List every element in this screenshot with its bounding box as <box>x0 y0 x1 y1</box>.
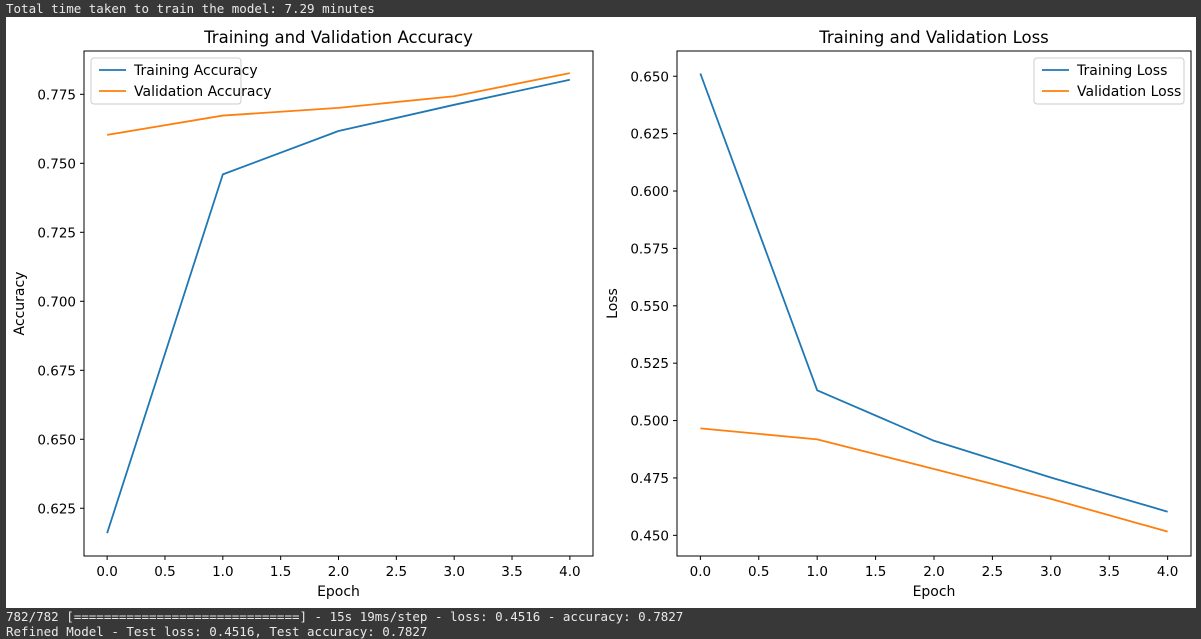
chart2-legend-entry: Training Loss <box>1076 63 1167 79</box>
chart1-x-tick-label: 0.0 <box>96 564 117 580</box>
chart1-frame <box>83 50 594 557</box>
chart2-y-tick-label: 0.500 <box>630 414 669 430</box>
chart2-x-tick-label: 4.0 <box>1157 564 1178 580</box>
chart2-x-tick-label: 1.0 <box>806 564 827 580</box>
console-result-line: Refined Model - Test loss: 0.4516, Test … <box>6 624 428 639</box>
chart1-y-tick-label: 0.700 <box>37 294 76 310</box>
chart2-legend-box <box>1033 57 1185 105</box>
chart2-x-axis-label: Epoch <box>913 584 956 600</box>
chart2-title: Training and Validation Loss <box>818 28 1049 47</box>
chart1-x-tick-label: 4.0 <box>559 564 580 580</box>
chart2-x-tick-label: 3.5 <box>1098 564 1119 580</box>
chart2-series-training-line <box>699 73 1168 513</box>
chart1-y-tick-label: 0.675 <box>37 363 76 379</box>
chart1-legend-box <box>90 57 242 105</box>
chart1-x-tick-label: 1.0 <box>212 564 233 580</box>
training-curves-figure: Training and Validation Accuracy 0.0 0.5 1.… <box>6 17 1196 608</box>
chart2-legend-entry: Validation Loss <box>1077 84 1181 100</box>
chart1-series-training-line <box>106 78 571 534</box>
chart2-y-tick-label: 0.625 <box>630 127 669 143</box>
chart1-title: Training and Validation Accuracy <box>203 28 473 47</box>
chart1-y-tick-label: 0.775 <box>37 87 76 103</box>
chart2-y-tick-label: 0.550 <box>630 299 669 315</box>
chart2-x-tick-label: 3.0 <box>1040 564 1061 580</box>
chart1-y-tick-label: 0.725 <box>37 225 76 241</box>
chart1-legend-entry: Validation Accuracy <box>134 84 272 100</box>
chart2-x-tick-label: 2.0 <box>923 564 944 580</box>
chart1-x-tick-label: 3.5 <box>501 564 522 580</box>
chart2-series-validation-line <box>700 427 1168 533</box>
console-header-line: Total time taken to train the model: 7.2… <box>6 1 375 16</box>
chart1-y-axis-label: Accuracy <box>12 272 28 336</box>
console-progress-line: 782/782 [==============================]… <box>6 609 684 624</box>
figure-canvas: Training and Validation Accuracy 0.0 0.5 1.… <box>12 28 1192 600</box>
chart2-frame <box>676 50 1192 557</box>
chart1-x-tick-label: 3.0 <box>443 564 464 580</box>
chart2-x-tick-label: 1.5 <box>865 564 886 580</box>
chart2-x-tick-label: 2.5 <box>982 564 1003 580</box>
chart1-x-tick-label: 0.5 <box>154 564 175 580</box>
chart2-y-tick-label: 0.450 <box>630 528 669 544</box>
chart1-axes: Training and Validation Accuracy 0.0 0.5 1.… <box>12 28 594 600</box>
chart2-legend: Training Loss Validation Loss <box>1033 57 1185 105</box>
chart1-x-tick-label: 1.5 <box>270 564 291 580</box>
chart2-y-tick-label: 0.650 <box>630 69 669 85</box>
chart1-legend-entry: Training Accuracy <box>133 63 258 79</box>
chart1-legend: Training Accuracy Validation Accuracy <box>90 57 272 105</box>
chart2-y-tick-label: 0.475 <box>630 471 669 487</box>
chart1-x-tick-label: 2.5 <box>386 564 407 580</box>
chart1-x-tick-label: 2.0 <box>328 564 349 580</box>
chart2-y-tick-label: 0.525 <box>630 356 669 372</box>
chart2-y-tick-label: 0.575 <box>630 241 669 257</box>
chart1-y-tick-label: 0.650 <box>37 432 76 448</box>
chart1-x-axis-label: Epoch <box>317 584 360 600</box>
chart1-series-validation-line <box>106 72 571 136</box>
chart2-axes: Training and Validation Loss 0.0 0.5 1.0 1.5… <box>605 28 1192 600</box>
chart2-x-tick-label: 0.0 <box>690 564 711 580</box>
chart1-y-tick-label: 0.625 <box>37 501 76 517</box>
chart1-y-tick-label: 0.750 <box>37 156 76 172</box>
chart2-y-tick-label: 0.600 <box>630 184 669 200</box>
chart2-x-tick-label: 0.5 <box>748 564 769 580</box>
chart2-y-axis-label: Loss <box>605 288 621 319</box>
